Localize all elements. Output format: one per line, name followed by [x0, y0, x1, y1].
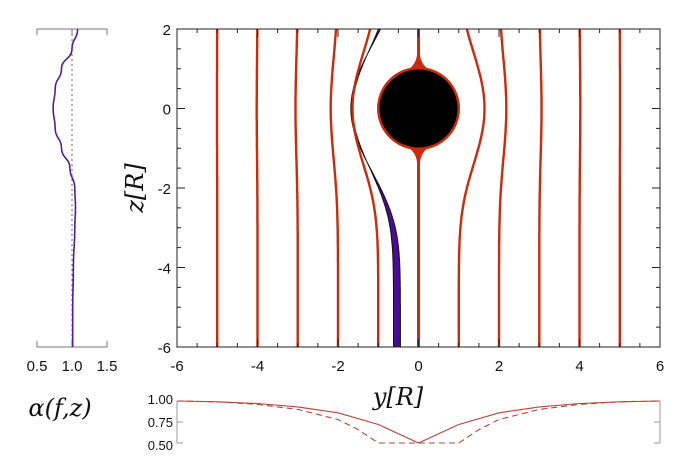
- alpha-y-panel: 1.00 0.75 0.50: [148, 392, 661, 453]
- x-tick-label: 2: [495, 358, 503, 375]
- x-tick-label: -4: [251, 358, 264, 375]
- field-line: [538, 29, 543, 347]
- field-line: [497, 28, 508, 347]
- y-tick-label: 0: [163, 102, 171, 119]
- bottom-tick-label: 0.50: [148, 438, 173, 453]
- left-tick-label: 0.5: [27, 358, 48, 375]
- alpha-label: α(f,z): [28, 394, 91, 422]
- central-field-line-top: [404, 29, 433, 73]
- bottom-tick-label: 0.75: [148, 415, 173, 430]
- x-tick-label: 6: [656, 358, 664, 375]
- left-tick-label: 1.5: [97, 358, 118, 375]
- main-plot: -6 -4 -2 0 2 4 6 2 0 -2 -4 -6 y[R] z[R]: [121, 22, 664, 411]
- alpha-z-panel: 0.5 1.0 1.5 α(f,z): [27, 28, 118, 422]
- sphere: [377, 67, 460, 150]
- y-tick-label: 2: [163, 22, 171, 39]
- field-line: [329, 28, 340, 347]
- x-tick-label: -6: [170, 358, 183, 375]
- left-tick-label: 1.0: [62, 358, 83, 375]
- y-axis-label: z[R]: [121, 163, 149, 214]
- x-axis-label: y[R]: [372, 383, 424, 411]
- x-tick-label: -2: [331, 358, 344, 375]
- field-line: [578, 29, 582, 347]
- alpha-y-dashed-curve: [176, 400, 661, 444]
- y-tick-label: -6: [158, 340, 171, 357]
- field-line: [294, 29, 299, 347]
- field-line: [255, 29, 259, 347]
- x-tick-label: 0: [414, 358, 422, 375]
- bottom-tick-label: 1.00: [148, 392, 173, 407]
- central-field-line-bottom: [404, 144, 433, 347]
- x-tick-label: 4: [575, 358, 583, 375]
- alpha-y-solid-curve: [176, 400, 661, 444]
- y-tick-label: -2: [158, 181, 171, 198]
- alpha-z-curve: [52, 28, 79, 347]
- y-tick-label: -4: [158, 261, 171, 278]
- field-line: [457, 28, 486, 347]
- field-line: [351, 28, 380, 347]
